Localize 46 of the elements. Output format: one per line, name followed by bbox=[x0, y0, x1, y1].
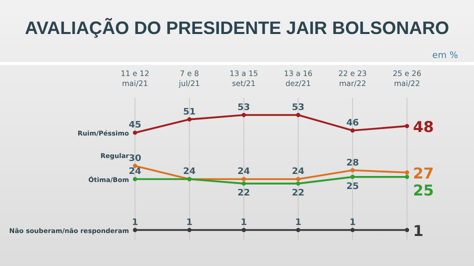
data-label: 1 bbox=[295, 218, 302, 228]
point bbox=[132, 130, 138, 135]
data-label: 1 bbox=[349, 218, 356, 228]
point bbox=[350, 228, 355, 232]
chart-title: AVALIAÇÃO DO PRESIDENTE JAIR BOLSONARO bbox=[24, 17, 450, 38]
point bbox=[404, 170, 410, 175]
data-label: 25 bbox=[413, 182, 434, 200]
data-label: 24 bbox=[238, 167, 250, 178]
data-label: 53 bbox=[292, 103, 304, 113]
data-label: 22 bbox=[292, 188, 304, 199]
data-label: 24 bbox=[128, 167, 142, 178]
point bbox=[132, 177, 138, 182]
data-label: 53 bbox=[238, 103, 250, 113]
point bbox=[242, 177, 246, 182]
point bbox=[296, 177, 300, 182]
data-label: 48 bbox=[413, 118, 434, 136]
point bbox=[350, 174, 355, 180]
point bbox=[242, 181, 246, 186]
data-label: 51 bbox=[183, 107, 196, 118]
data-label: 1 bbox=[186, 218, 193, 228]
point bbox=[242, 228, 246, 232]
chart-subtitle: em % bbox=[432, 51, 458, 61]
point bbox=[350, 128, 355, 133]
point bbox=[187, 117, 192, 122]
data-label: 27 bbox=[413, 164, 434, 182]
data-label: 1 bbox=[413, 222, 424, 240]
point bbox=[350, 168, 355, 172]
data-label: 22 bbox=[238, 188, 250, 199]
data-label: 1 bbox=[132, 218, 138, 228]
point bbox=[404, 228, 410, 232]
point bbox=[404, 124, 410, 128]
point bbox=[242, 112, 246, 118]
point bbox=[132, 228, 138, 232]
data-label: 25 bbox=[346, 182, 359, 192]
point bbox=[296, 112, 300, 118]
data-label: 24 bbox=[292, 167, 304, 178]
point bbox=[187, 228, 192, 232]
data-label: 1 bbox=[240, 218, 247, 228]
point bbox=[296, 228, 300, 232]
data-label: 46 bbox=[346, 118, 359, 128]
data-label: 28 bbox=[346, 158, 359, 168]
data-label: 45 bbox=[128, 120, 142, 131]
data-label: 24 bbox=[183, 167, 196, 178]
point bbox=[296, 181, 300, 186]
data-label: 30 bbox=[128, 154, 142, 164]
point bbox=[404, 174, 410, 180]
